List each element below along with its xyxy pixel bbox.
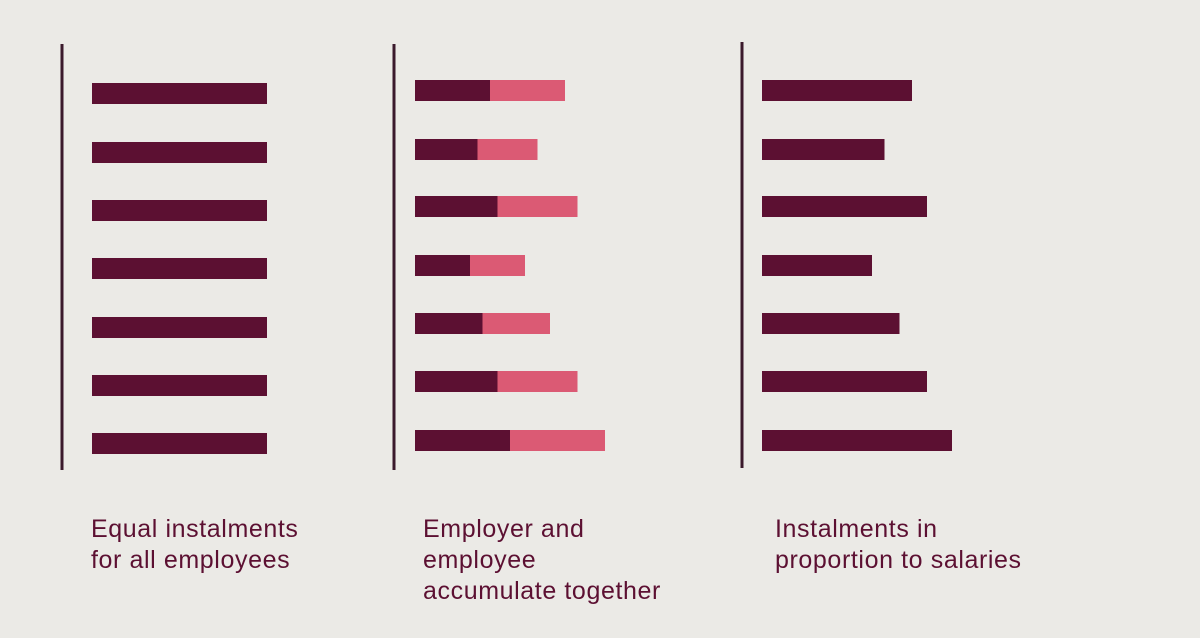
bar [762,255,872,276]
bar-segment-employer [415,313,483,334]
bar [762,430,952,451]
caption-line: for all employees [91,546,291,574]
caption-line: Equal instalments [91,515,299,543]
bar-segment-employee [497,371,578,392]
bar-segment-employer [415,430,510,451]
bar [762,371,927,392]
bar-segment-employer [415,80,490,101]
chart-panel-1 [60,44,267,470]
bar [92,258,267,279]
caption-accumulate-together: Employer and employee accumulate togethe… [423,514,661,607]
caption-proportion-salaries: Instalments in proportion to salaries [775,514,1022,576]
bar-segment-employee [470,255,525,276]
caption-equal-instalments: Equal instalments for all employees [91,514,299,576]
bar-segment-employee [482,313,550,334]
caption-line: accumulate together [423,577,661,605]
bar-segment-employer [415,139,478,160]
bar [762,196,927,217]
bar-segment-employee [477,139,538,160]
chart-panel-3 [740,42,952,468]
caption-line: Employer and [423,515,585,543]
bar [92,200,267,221]
bar [92,83,267,104]
bar [92,375,267,396]
caption-line: proportion to salaries [775,546,1022,574]
bar [762,139,885,160]
caption-line: employee [423,546,537,574]
bar-segment-employer [415,255,470,276]
bar [92,317,267,338]
bar [762,313,900,334]
chart-panel-2 [392,44,605,470]
bar-segment-employee [510,430,605,451]
bar [92,433,267,454]
bar-segment-employer [415,196,498,217]
caption-line: Instalments in [775,515,938,543]
bar [92,142,267,163]
bar-segment-employer [415,371,498,392]
bar [762,80,912,101]
bar-segment-employee [490,80,565,101]
bar-segment-employee [497,196,578,217]
